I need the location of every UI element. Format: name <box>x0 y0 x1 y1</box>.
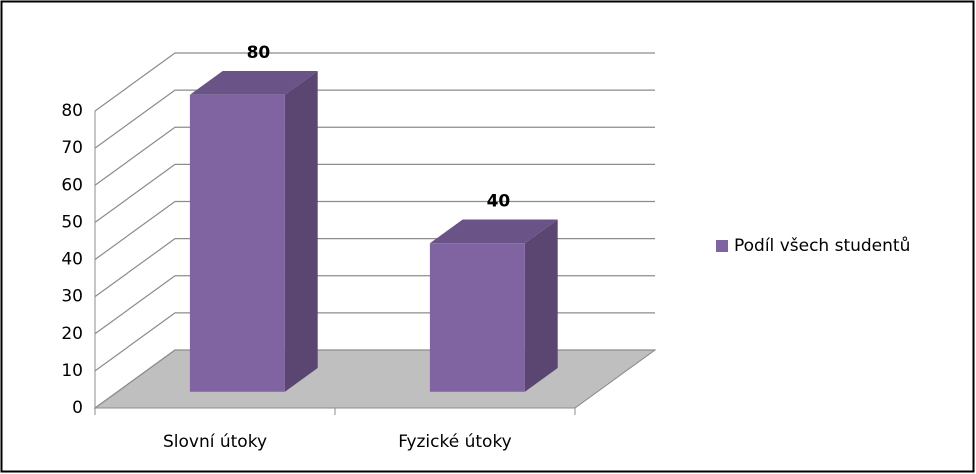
bar-side <box>524 219 558 392</box>
x-tick-label: Slovní útoky <box>163 432 267 452</box>
y-tick-label: 80 <box>61 101 83 121</box>
data-label: 40 <box>487 191 511 211</box>
y-tick-label: 20 <box>61 324 83 344</box>
bar-top <box>189 70 318 95</box>
y-tick-label: 70 <box>61 138 83 158</box>
y-tick-label: 10 <box>61 361 83 381</box>
grid-line <box>94 163 655 223</box>
bar <box>189 70 318 392</box>
grid-line <box>94 52 655 112</box>
bar-front <box>429 243 525 392</box>
grid-line <box>94 126 655 186</box>
floor <box>93 349 657 409</box>
y-tick-label: 40 <box>61 250 83 270</box>
bar <box>429 219 558 392</box>
bar-top <box>429 219 558 244</box>
legend-swatch <box>716 240 728 252</box>
x-tick-label: Fyzické útoky <box>398 432 512 452</box>
y-tick-label: 50 <box>61 212 83 232</box>
y-tick-label: 30 <box>61 287 83 307</box>
y-tick-label: 0 <box>72 398 83 418</box>
data-label: 80 <box>247 43 271 63</box>
y-tick-label: 60 <box>61 175 83 195</box>
grid-line <box>94 89 655 149</box>
grid-line <box>94 200 655 260</box>
bar-side <box>284 70 318 392</box>
legend-label: Podíl všech studentů <box>734 236 910 256</box>
bar-front <box>189 94 285 392</box>
